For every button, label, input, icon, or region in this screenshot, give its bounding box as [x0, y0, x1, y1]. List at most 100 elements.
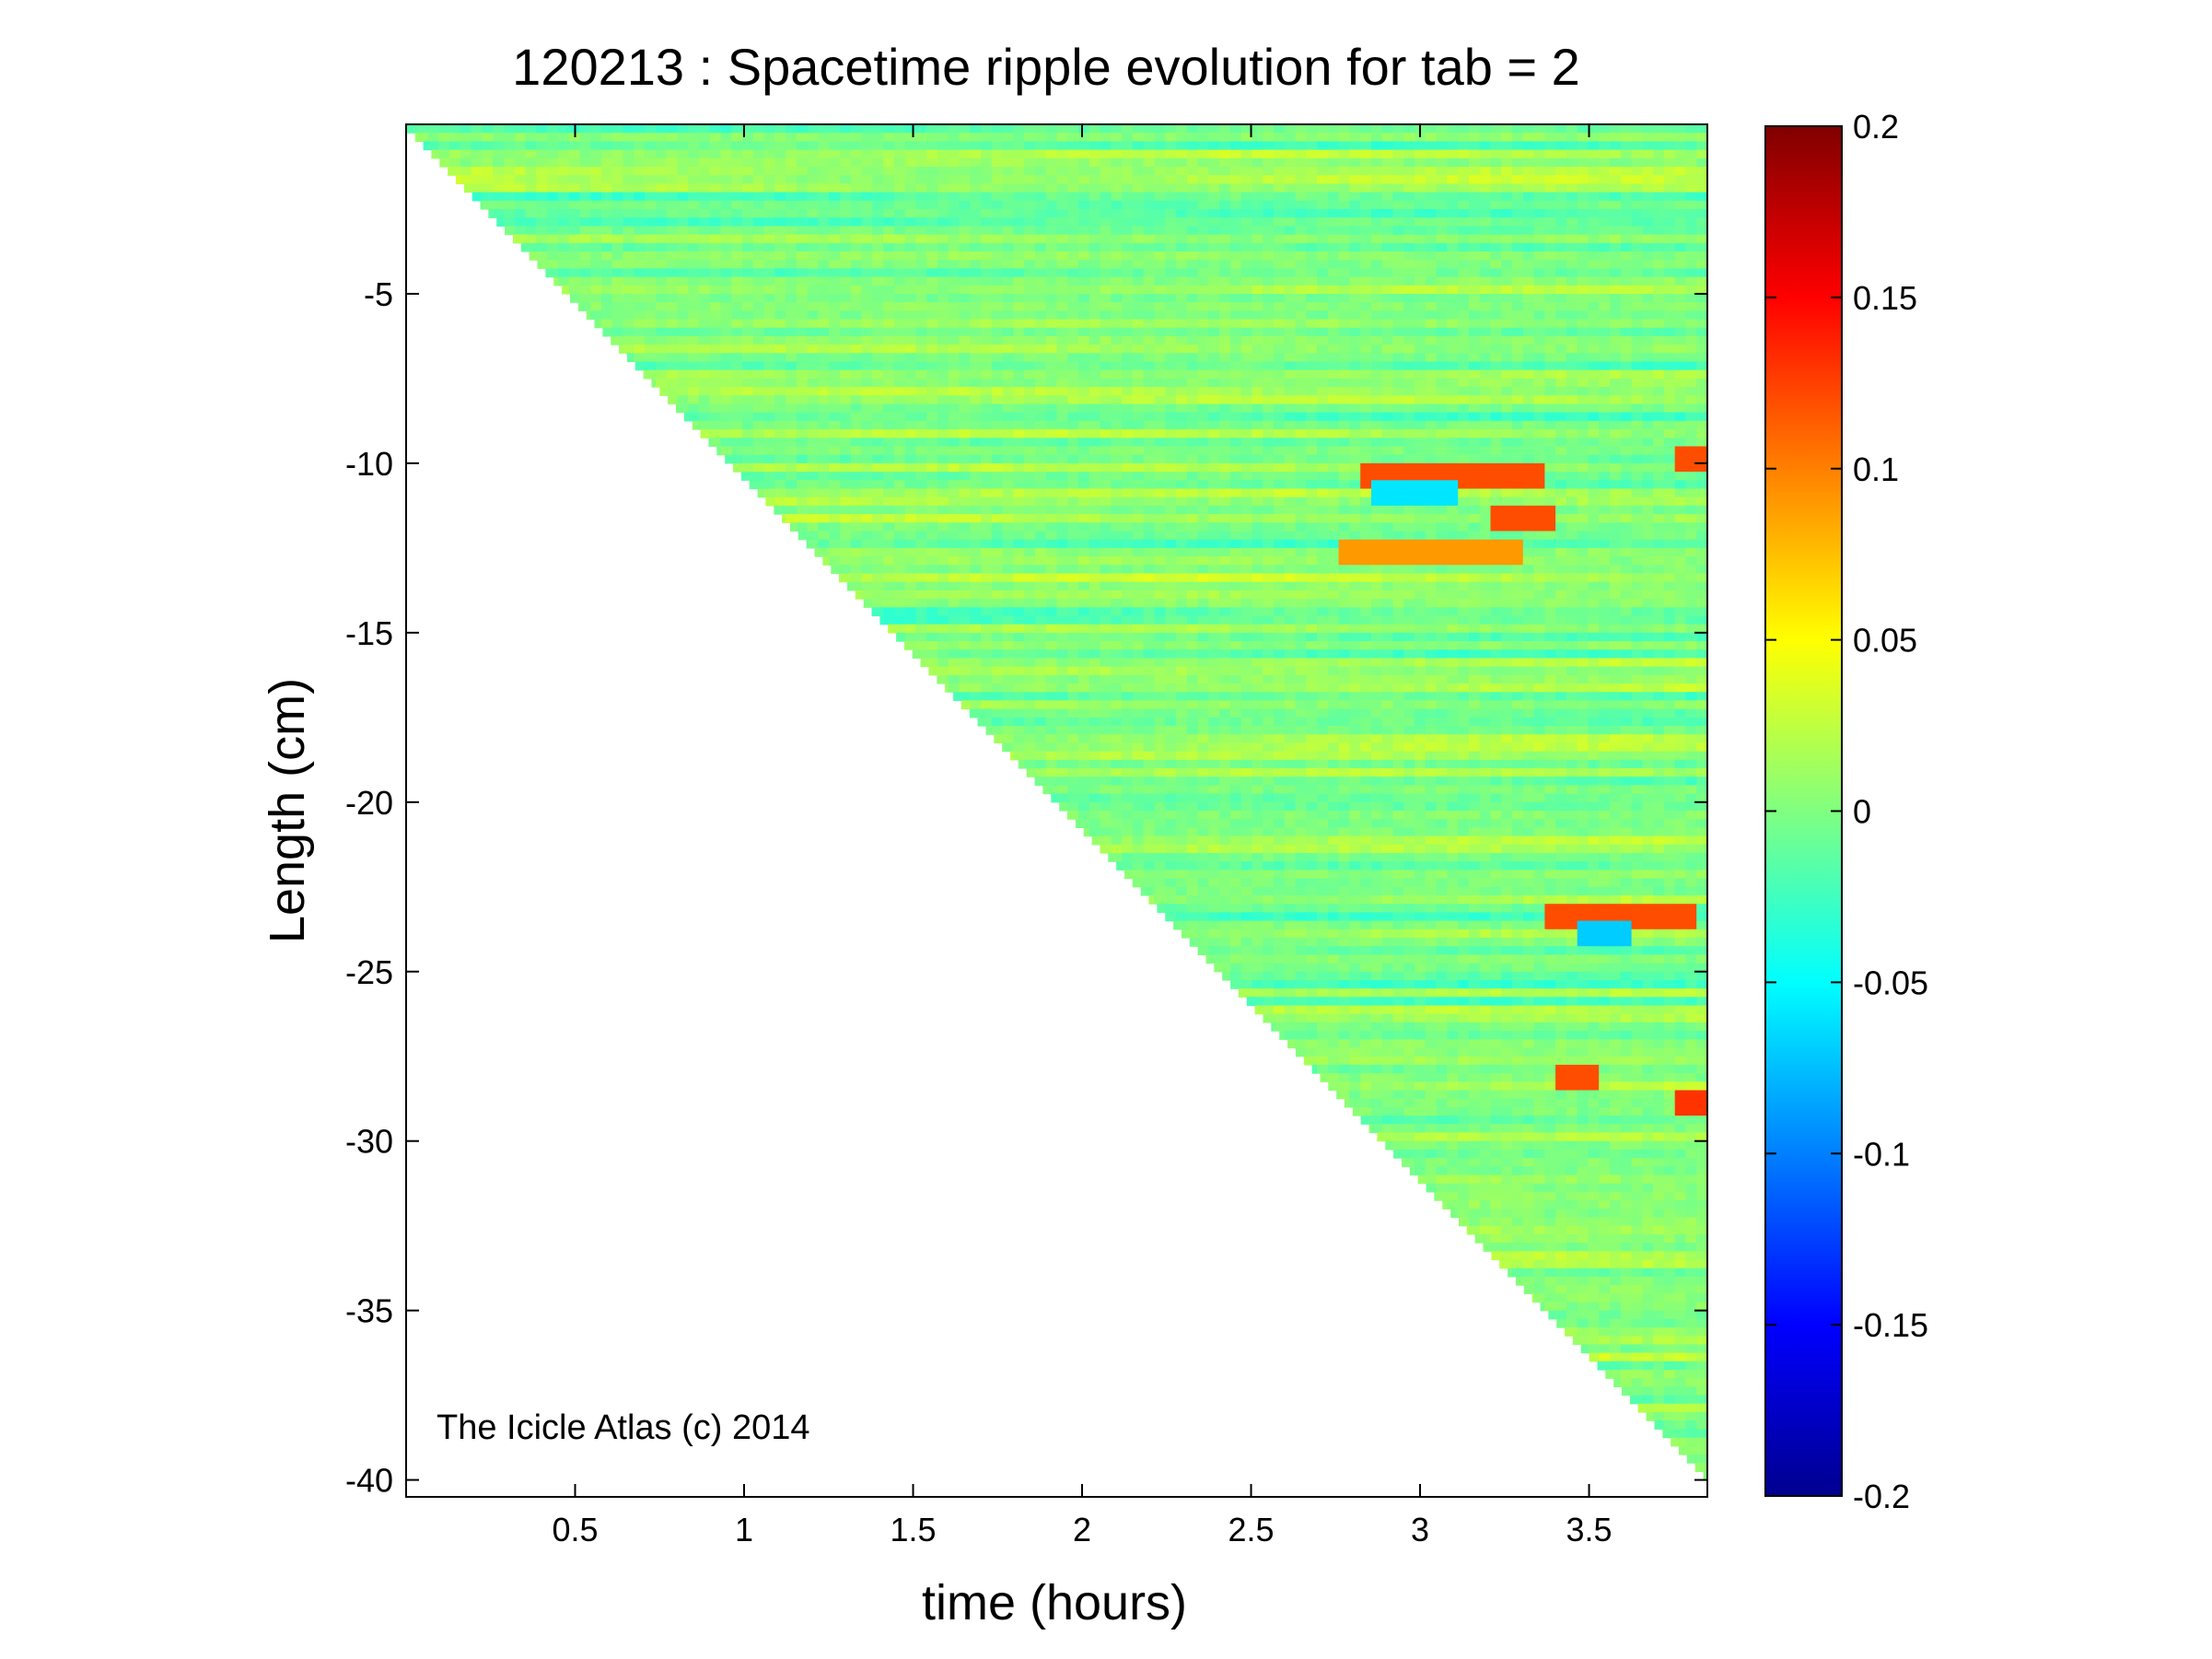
heatmap-cell: [1469, 260, 1481, 269]
heatmap-cell: [1490, 395, 1502, 405]
heatmap-cell: [731, 387, 743, 396]
heatmap-cell: [742, 462, 754, 473]
heatmap-cell: [623, 158, 634, 168]
heatmap-cell: [1208, 133, 1220, 142]
heatmap-cell: [991, 335, 1004, 345]
heatmap-cell: [904, 242, 916, 252]
heatmap-cell: [1035, 183, 1047, 193]
heatmap-cell: [1024, 183, 1036, 193]
heatmap-cell: [677, 302, 689, 311]
heatmap-cell: [666, 285, 678, 295]
heatmap-cell: [1436, 302, 1448, 311]
heatmap-cell: [1208, 480, 1220, 490]
heatmap-cell: [807, 268, 820, 278]
heatmap-cell: [1263, 345, 1275, 354]
heatmap-cell: [1696, 454, 1708, 464]
heatmap-cell: [1610, 412, 1622, 422]
heatmap-cell: [796, 124, 809, 134]
heatmap-cell: [1490, 124, 1502, 134]
heatmap-cell: [1240, 192, 1253, 202]
heatmap-cell: [752, 345, 765, 354]
heatmap-cell: [1122, 335, 1134, 345]
heatmap-cell: [1263, 319, 1275, 329]
heatmap-cell: [1132, 378, 1145, 388]
heatmap-cell: [1436, 429, 1448, 438]
heatmap-cell: [1089, 209, 1101, 218]
heatmap-cell: [1056, 522, 1068, 532]
heatmap-cell: [1566, 124, 1578, 134]
heatmap-cell: [1035, 124, 1047, 134]
heatmap-cell: [655, 302, 668, 311]
heatmap-cell: [1533, 335, 1545, 345]
heatmap-cell: [1620, 403, 1633, 414]
heatmap-cell: [1143, 514, 1156, 523]
heatmap-cell: [1415, 369, 1426, 380]
heatmap-cell: [1588, 522, 1600, 532]
heatmap-cell: [1274, 335, 1286, 345]
heatmap-cell: [601, 251, 613, 261]
heatmap-cell: [557, 200, 570, 210]
heatmap-cell: [774, 302, 786, 311]
heatmap-cell: [601, 149, 613, 159]
heatmap-cell: [1122, 454, 1134, 464]
heatmap-cell: [774, 412, 786, 422]
heatmap-cell: [1229, 387, 1242, 396]
heatmap-cell: [1415, 505, 1426, 515]
heatmap-cell: [872, 497, 884, 507]
heatmap-cell: [1447, 319, 1459, 329]
heatmap-cell: [1599, 260, 1611, 269]
heatmap-cell: [763, 167, 775, 176]
heatmap-cell: [1132, 412, 1145, 422]
heatmap-cell: [1512, 412, 1524, 422]
heatmap-cell: [1360, 242, 1372, 252]
heatmap-cell: [1263, 268, 1275, 278]
heatmap-cell: [742, 310, 754, 321]
heatmap-cell: [763, 149, 775, 159]
heatmap-cell: [1425, 319, 1438, 329]
heatmap-cell: [861, 234, 873, 244]
heatmap-cell: [525, 242, 537, 252]
heatmap-cell: [807, 335, 820, 345]
heatmap-cell: [579, 167, 591, 176]
heatmap-cell: [1631, 345, 1643, 354]
heatmap-cell: [1132, 454, 1145, 464]
heatmap-cell: [1240, 319, 1253, 329]
heatmap-cell: [1295, 209, 1307, 218]
heatmap-cell: [1599, 335, 1611, 345]
heatmap-cell: [1284, 395, 1297, 405]
heatmap-cell: [959, 403, 971, 414]
heatmap-cell: [1620, 234, 1633, 244]
heatmap-cell: [915, 141, 927, 151]
heatmap-cell: [514, 124, 527, 134]
heatmap-cell: [1295, 167, 1307, 176]
heatmap-cell: [926, 242, 938, 252]
heatmap-cell: [1490, 285, 1502, 295]
heatmap-cell: [807, 454, 820, 464]
heatmap-cell: [1501, 276, 1513, 286]
heatmap-cell: [818, 531, 830, 541]
heatmap-cell: [1620, 285, 1633, 295]
heatmap-cell: [1284, 497, 1297, 507]
heatmap-cell: [1469, 327, 1481, 337]
heatmap-cell: [991, 260, 1004, 269]
heatmap-cell: [504, 183, 516, 193]
heatmap-cell: [1599, 302, 1611, 311]
heatmap-cell: [1295, 285, 1307, 295]
heatmap-cell: [1631, 429, 1643, 438]
heatmap-cell: [634, 260, 646, 269]
heatmap-cell: [1338, 285, 1350, 295]
heatmap-cell: [666, 345, 678, 354]
heatmap-cell: [449, 158, 461, 168]
heatmap-cell: [1696, 514, 1708, 523]
heatmap-cell: [731, 319, 743, 329]
heatmap-cell: [1089, 133, 1101, 142]
heatmap-cell: [709, 335, 722, 345]
heatmap-cell: [1566, 480, 1578, 490]
heatmap-cell: [872, 488, 884, 498]
heatmap-cell: [1620, 446, 1633, 456]
heatmap-cell: [1056, 158, 1068, 168]
heatmap-cell: [1111, 133, 1123, 142]
heatmap-cell: [601, 234, 613, 244]
heatmap-cell: [1024, 251, 1036, 261]
heatmap-cell: [915, 124, 927, 134]
